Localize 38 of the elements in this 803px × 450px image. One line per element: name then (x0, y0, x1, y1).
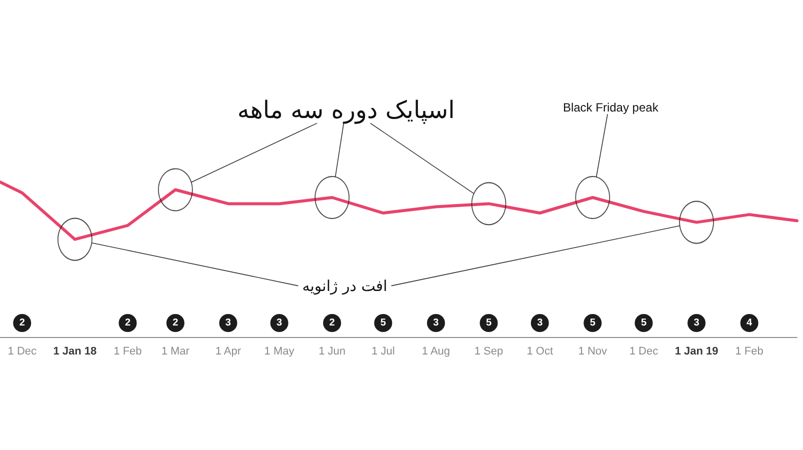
x-tick-label: 1 Apr (215, 346, 242, 358)
x-tick-label: 1 Nov (578, 346, 608, 358)
x-tick-label: 1 Jul (372, 346, 395, 358)
point (575, 176, 610, 219)
annotation: 4 (746, 318, 753, 328)
point (57, 218, 92, 261)
x-tick-label: 1 Dec (8, 346, 37, 358)
annotation: 2 (172, 318, 179, 328)
point (679, 200, 714, 244)
x-tick-label: 1 Feb (114, 346, 142, 358)
x-tick-label: 1 Jan 19 (674, 346, 718, 358)
text: Black Friday peak (562, 100, 660, 114)
annotation: 3 (694, 318, 700, 328)
annotation: 5 (380, 318, 386, 328)
annotation: 5 (640, 318, 647, 328)
annotation: 5 (486, 318, 492, 328)
point (471, 182, 506, 226)
annotation: 2 (19, 318, 26, 328)
x-tick-label: 1 May (264, 346, 295, 358)
annotation: 5 (590, 318, 596, 328)
annotation: 2 (124, 318, 131, 328)
annotation: 3 (537, 318, 544, 328)
annotation: 3 (433, 318, 440, 328)
x-tick-label: 1 Jan 18 (53, 346, 97, 358)
annotation: 3 (276, 318, 283, 328)
x-tick-label: 1 Oct (526, 346, 553, 358)
point (158, 168, 193, 212)
x-tick-label: 1 Dec (629, 346, 659, 358)
x-tick-label: 1 Aug (422, 346, 450, 358)
annotation: افت در ژانویه (302, 276, 388, 295)
x-tick-label: 1 Sep (474, 346, 504, 358)
point (314, 176, 350, 219)
x-tick-label: 1 Mar (161, 346, 190, 358)
annotation: 2 (329, 318, 336, 328)
x-tick-label: 1 Feb (735, 346, 764, 358)
text: اسپایک دوره سه ماهه (237, 96, 455, 124)
annotation: 3 (225, 318, 232, 328)
x-tick-label: 1 Jun (318, 346, 346, 358)
